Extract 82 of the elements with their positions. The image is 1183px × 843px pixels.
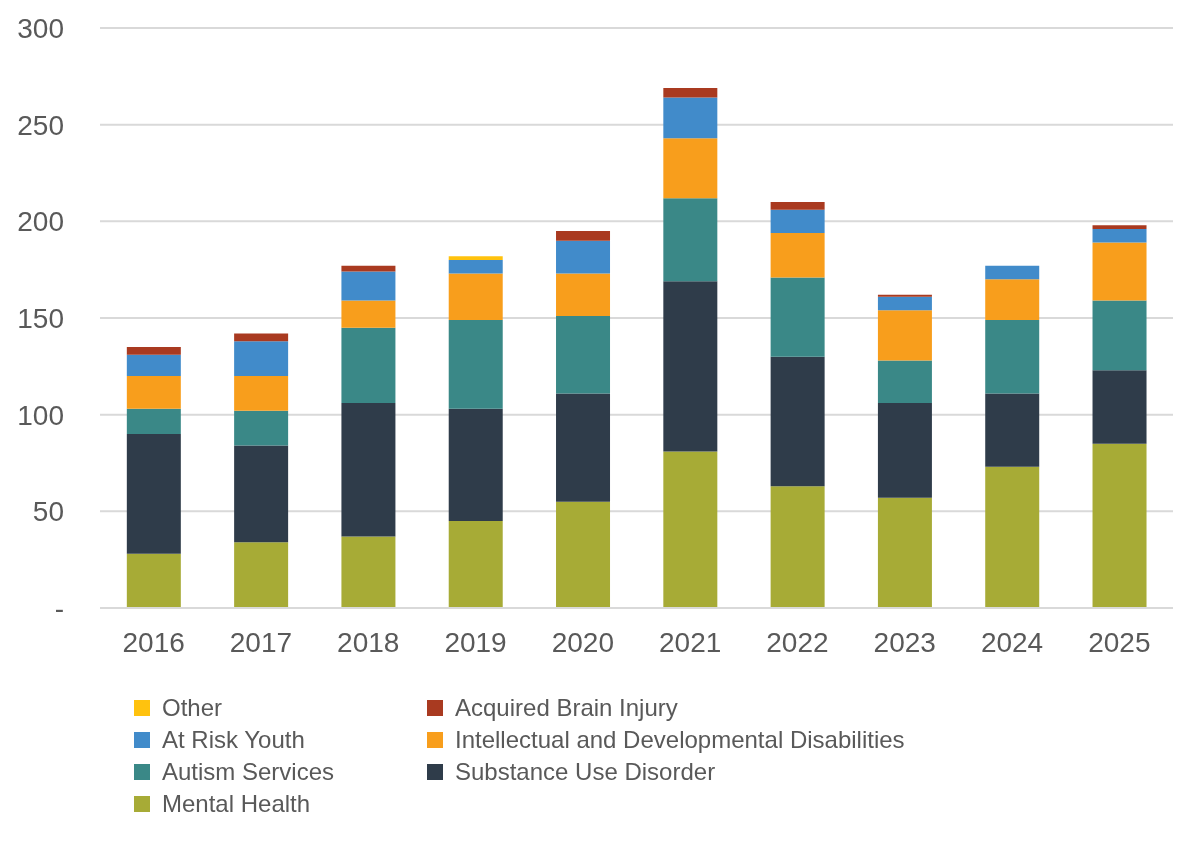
bar [341, 327, 396, 404]
y-tick-label: 300 [17, 12, 64, 44]
bar [877, 360, 932, 404]
bar [663, 281, 718, 452]
legend-label: Autism Services [162, 758, 335, 786]
bar [663, 138, 718, 199]
bar [770, 356, 825, 487]
bar [234, 542, 289, 608]
bar [985, 466, 1040, 608]
bar [1092, 443, 1147, 608]
bar [556, 393, 611, 502]
bar [985, 279, 1040, 320]
y-tick-label: 200 [17, 206, 64, 238]
bar [985, 319, 1040, 394]
bar [985, 265, 1040, 280]
bar [877, 296, 932, 311]
x-tick-label: 2025 [1088, 626, 1151, 658]
bar [770, 202, 825, 210]
bar [770, 486, 825, 608]
legend-label: Acquired Brain Injury [455, 694, 678, 722]
bar [770, 232, 825, 278]
bar [556, 273, 611, 317]
bar [448, 319, 503, 409]
bar [341, 536, 396, 608]
bar [126, 434, 181, 554]
bar [448, 260, 503, 274]
bar [234, 341, 289, 376]
bar [341, 300, 396, 328]
bar [663, 97, 718, 139]
bar [1092, 229, 1147, 243]
bar [126, 408, 181, 434]
y-tick-label: 150 [17, 302, 64, 334]
x-tick-label: 2019 [444, 626, 507, 658]
bar [126, 354, 181, 376]
bar [877, 403, 932, 498]
bar [877, 310, 932, 361]
bar [1092, 242, 1147, 301]
bar [234, 410, 289, 446]
bar [234, 445, 289, 543]
legend-label: Intellectual and Developmental Disabilities [455, 726, 905, 754]
x-tick-label: 2016 [122, 626, 185, 658]
bar [126, 376, 181, 409]
x-tick-label: 2024 [980, 626, 1044, 658]
bar [877, 497, 932, 608]
bar [663, 451, 718, 608]
bar [556, 316, 611, 394]
bar [1092, 225, 1147, 230]
bar [770, 209, 825, 233]
bar [126, 553, 181, 608]
x-tick-label: 2021 [659, 626, 722, 658]
legend-label: Substance Use Disorder [455, 758, 716, 786]
bar [1092, 370, 1147, 444]
y-tick-label: 100 [17, 399, 64, 431]
x-tick-label: 2022 [766, 626, 829, 658]
x-tick-label: 2023 [873, 626, 936, 658]
x-tick-label: 2017 [229, 626, 293, 658]
bar [234, 376, 289, 411]
legend-label: Other [162, 694, 223, 722]
bar [985, 393, 1040, 467]
bar [1092, 300, 1147, 371]
bar [556, 501, 611, 608]
legend-label: At Risk Youth [162, 726, 305, 754]
y-tick-label: - [54, 592, 64, 624]
bar [663, 87, 718, 98]
x-tick-label: 2018 [337, 626, 400, 658]
x-tick-label: 2020 [551, 626, 614, 658]
bar [448, 408, 503, 521]
legend-label: Mental Health [162, 790, 311, 818]
bar [341, 271, 396, 301]
bar [770, 277, 825, 357]
bar [341, 265, 396, 272]
bar [663, 198, 718, 282]
bar [448, 273, 503, 320]
bar [126, 347, 181, 355]
bar [234, 333, 289, 342]
y-tick-label: 50 [32, 496, 64, 528]
bar [448, 521, 503, 608]
bar [341, 403, 396, 537]
bar [556, 231, 611, 241]
bar [556, 240, 611, 274]
y-tick-label: 250 [17, 109, 64, 141]
bar [448, 256, 503, 260]
